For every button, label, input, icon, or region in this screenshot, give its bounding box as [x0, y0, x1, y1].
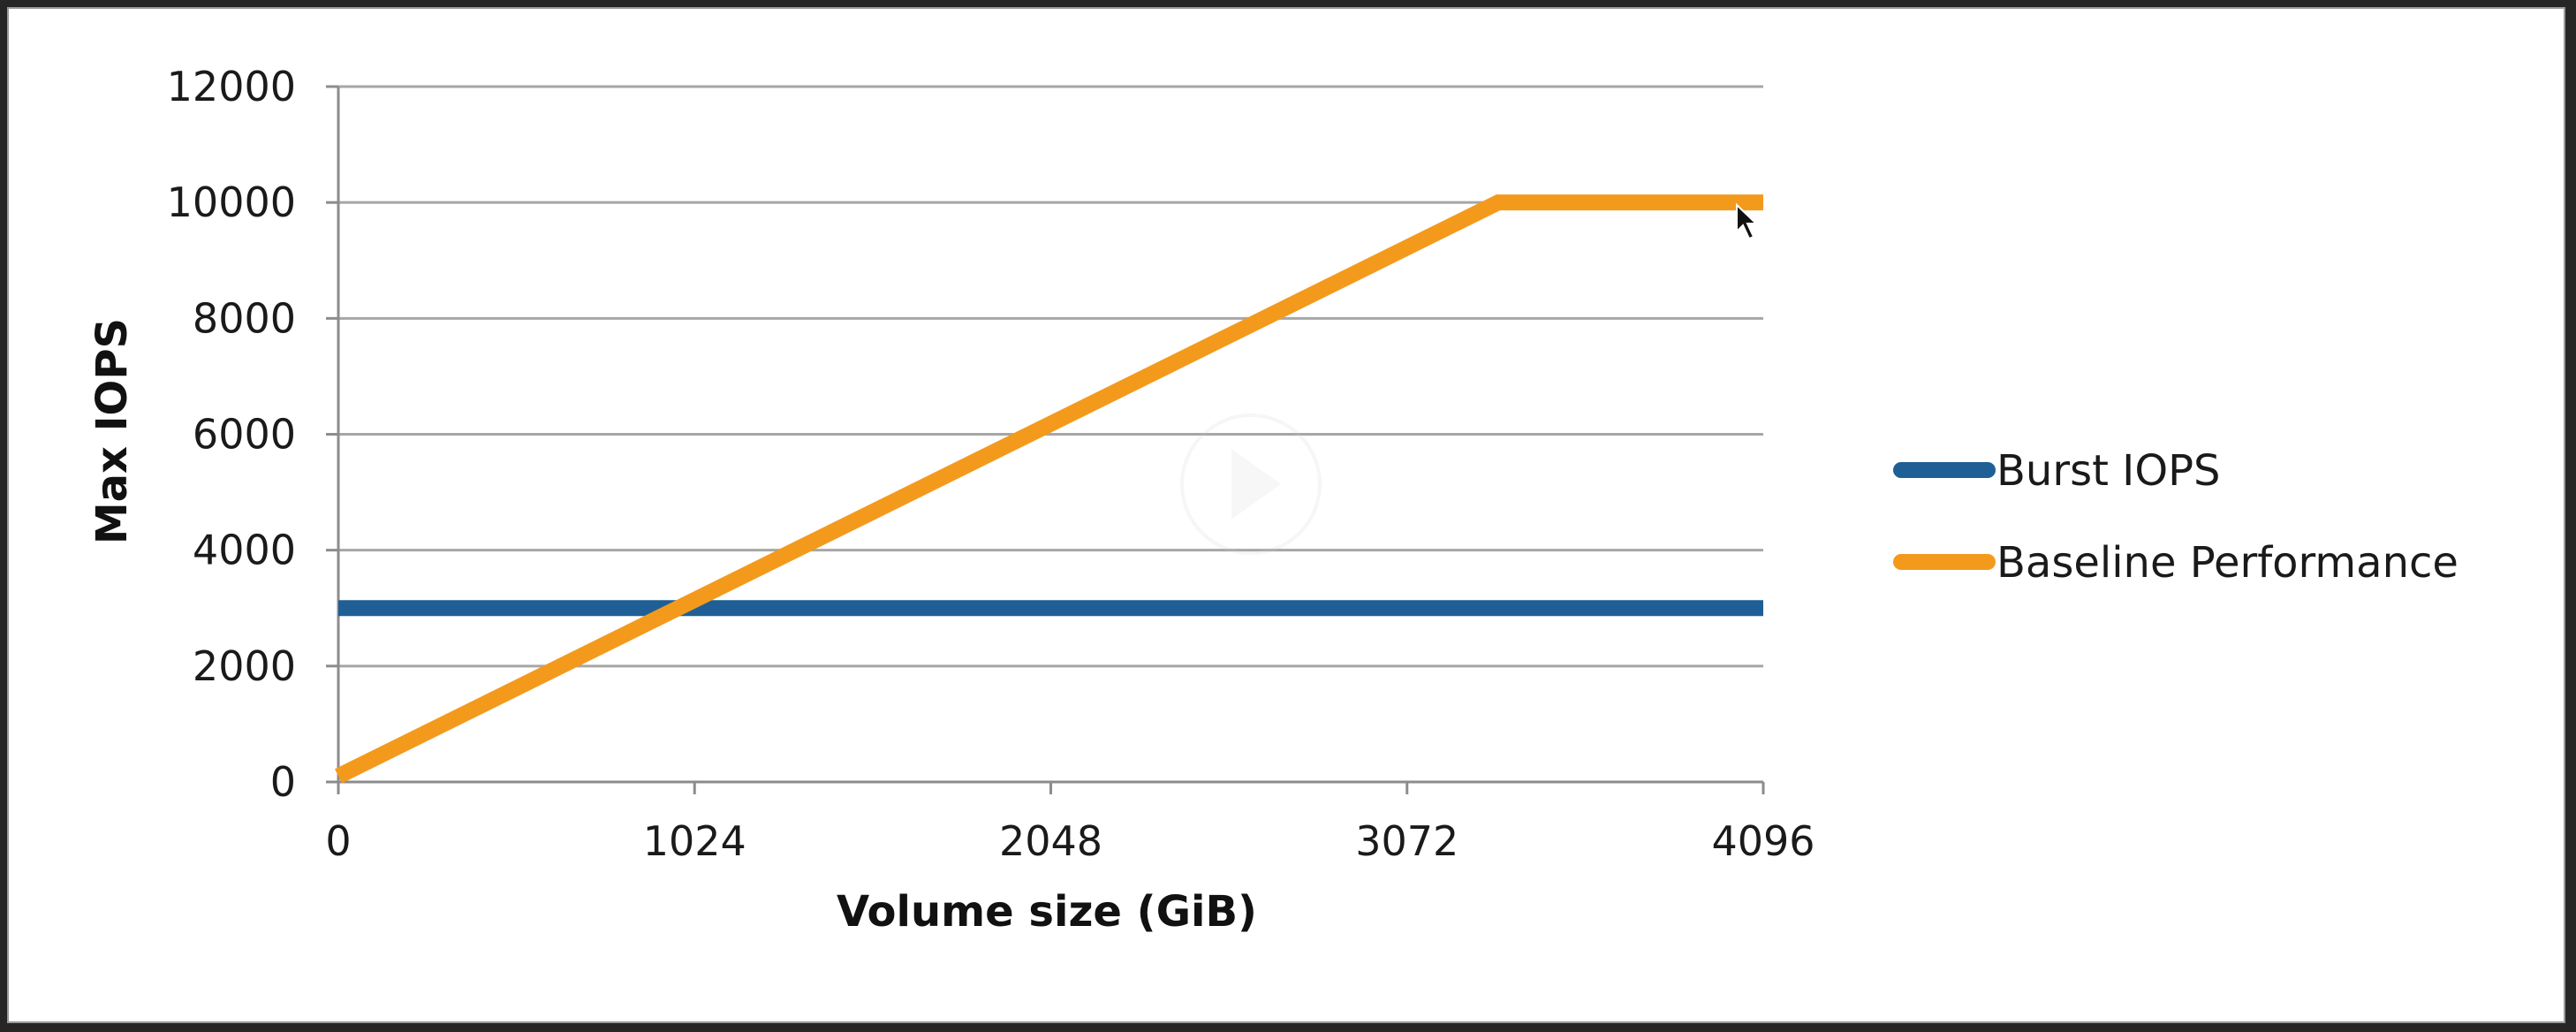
x-tick-label: 4096 [1711, 817, 1815, 865]
x-tick-labels: 0 1024 2048 3072 4096 [325, 817, 1815, 865]
x-tick-label: 2048 [999, 817, 1102, 865]
y-axis-title: Max IOPS [87, 318, 137, 544]
x-tick-label: 3072 [1355, 817, 1458, 865]
series-lines [335, 194, 1763, 784]
y-tick-label: 2000 [193, 642, 296, 690]
axes [337, 87, 1765, 794]
y-tick-label: 4000 [193, 527, 296, 574]
y-tick-label: 10000 [167, 178, 296, 226]
y-tick-label: 12000 [167, 63, 296, 110]
chart-frame [7, 7, 2565, 1023]
x-tick-label: 0 [325, 817, 351, 865]
legend-label-burst-iops: Burst IOPS [1996, 446, 2221, 496]
y-tick-label: 8000 [193, 294, 296, 342]
series-line-baseline-performance [335, 194, 1763, 784]
y-tick-label: 6000 [193, 411, 296, 459]
x-axis-title: Volume size (GiB) [837, 887, 1257, 937]
x-tick-label: 1024 [643, 817, 746, 865]
legend-label-baseline-performance: Baseline Performance [1996, 538, 2459, 588]
y-tick-labels: 0 2000 4000 6000 8000 10000 12000 [167, 63, 296, 806]
mouse-pointer-icon [1736, 202, 1759, 240]
y-tick-label: 0 [270, 758, 296, 806]
play-icon[interactable] [1180, 414, 1322, 555]
legend: Burst IOPS Baseline Performance [1893, 446, 2459, 588]
